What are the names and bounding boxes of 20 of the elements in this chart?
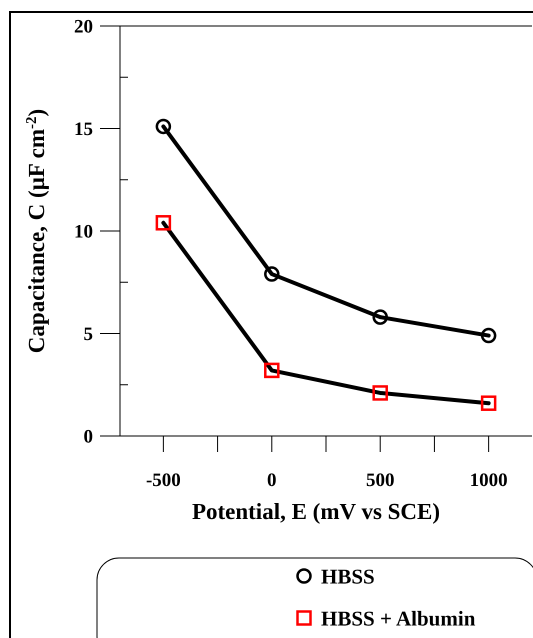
point — [480, 395, 496, 411]
x-tick-label: 1000 — [470, 470, 508, 491]
y-tick-label: 20 — [74, 16, 93, 38]
point — [372, 385, 388, 401]
y-tick-label: 0 — [84, 426, 93, 448]
legend-label: HBSS + Albumin — [321, 606, 476, 630]
x-tick-label: -500 — [146, 470, 181, 491]
legend-label: HBSS — [321, 564, 375, 588]
y-tick-label: 15 — [74, 119, 93, 140]
point — [480, 328, 496, 344]
x-tick-label: 500 — [366, 470, 394, 491]
y-tick-label: 10 — [74, 222, 93, 243]
y-tick-label: 5 — [84, 324, 93, 346]
x-tick-label: 0 — [267, 470, 277, 491]
point — [156, 215, 172, 231]
point — [264, 266, 280, 282]
point — [372, 309, 388, 325]
x-axis-title: Potential, E (mV vs SCE) — [192, 499, 440, 524]
point — [156, 118, 172, 134]
point — [264, 362, 280, 378]
